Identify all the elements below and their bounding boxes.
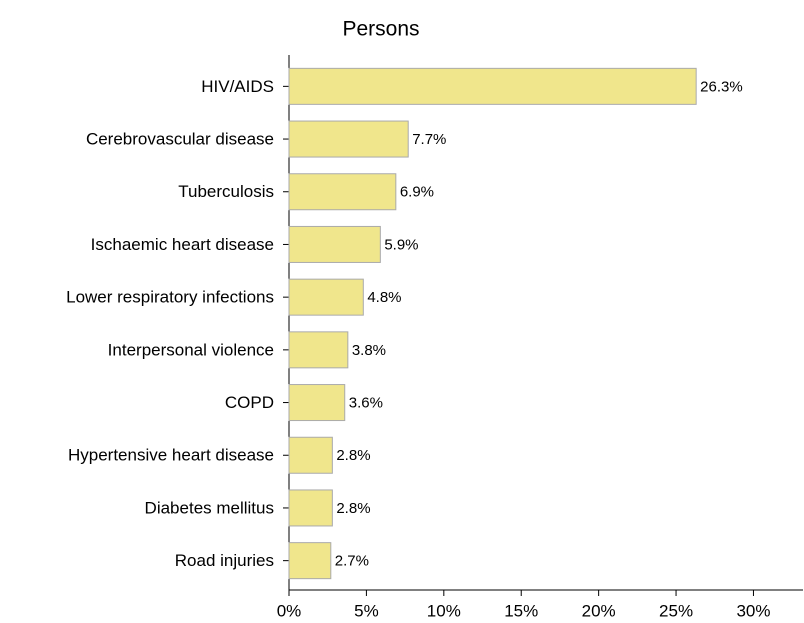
- value-label: 5.9%: [384, 236, 418, 253]
- bar: [288, 489, 333, 527]
- x-tick-label: 20%: [582, 601, 616, 620]
- bar: [288, 173, 397, 211]
- value-label: 3.8%: [352, 342, 386, 359]
- y-tick-label: Hypertensive heart disease: [68, 446, 274, 465]
- value-label: 6.9%: [400, 184, 434, 201]
- value-label: 2.8%: [336, 447, 370, 464]
- bar: [288, 278, 364, 316]
- y-tick-label: Interpersonal violence: [108, 340, 274, 359]
- bar: [288, 384, 346, 422]
- y-tick-label: Cerebrovascular disease: [86, 130, 274, 149]
- y-tick-label: Road injuries: [175, 551, 274, 570]
- bar: [288, 225, 381, 263]
- y-tick-label: Lower respiratory infections: [66, 288, 274, 307]
- x-tick-label: 25%: [659, 601, 693, 620]
- y-tick-label: COPD: [225, 393, 274, 412]
- value-label: 7.7%: [412, 131, 446, 148]
- x-tick-label: 30%: [736, 601, 770, 620]
- chart-title: Persons: [342, 18, 419, 41]
- value-label: 26.3%: [700, 78, 743, 95]
- y-tick-label: Diabetes mellitus: [145, 498, 274, 517]
- y-tick-label: HIV/AIDS: [201, 77, 274, 96]
- x-tick-label: 10%: [427, 601, 461, 620]
- value-label: 2.8%: [336, 500, 370, 517]
- x-tick-label: 5%: [354, 601, 379, 620]
- value-label: 2.7%: [335, 553, 369, 570]
- y-tick-label: Tuberculosis: [178, 182, 274, 201]
- y-tick-label: Ischaemic heart disease: [91, 235, 274, 254]
- value-label: 4.8%: [367, 289, 401, 306]
- x-tick-label: 15%: [504, 601, 538, 620]
- bar: [288, 542, 332, 580]
- bar: [288, 331, 349, 369]
- bar: [288, 436, 333, 474]
- bar: [288, 120, 409, 158]
- bar: [288, 67, 697, 105]
- x-tick-label: 0%: [277, 601, 302, 620]
- value-label: 3.6%: [349, 395, 383, 412]
